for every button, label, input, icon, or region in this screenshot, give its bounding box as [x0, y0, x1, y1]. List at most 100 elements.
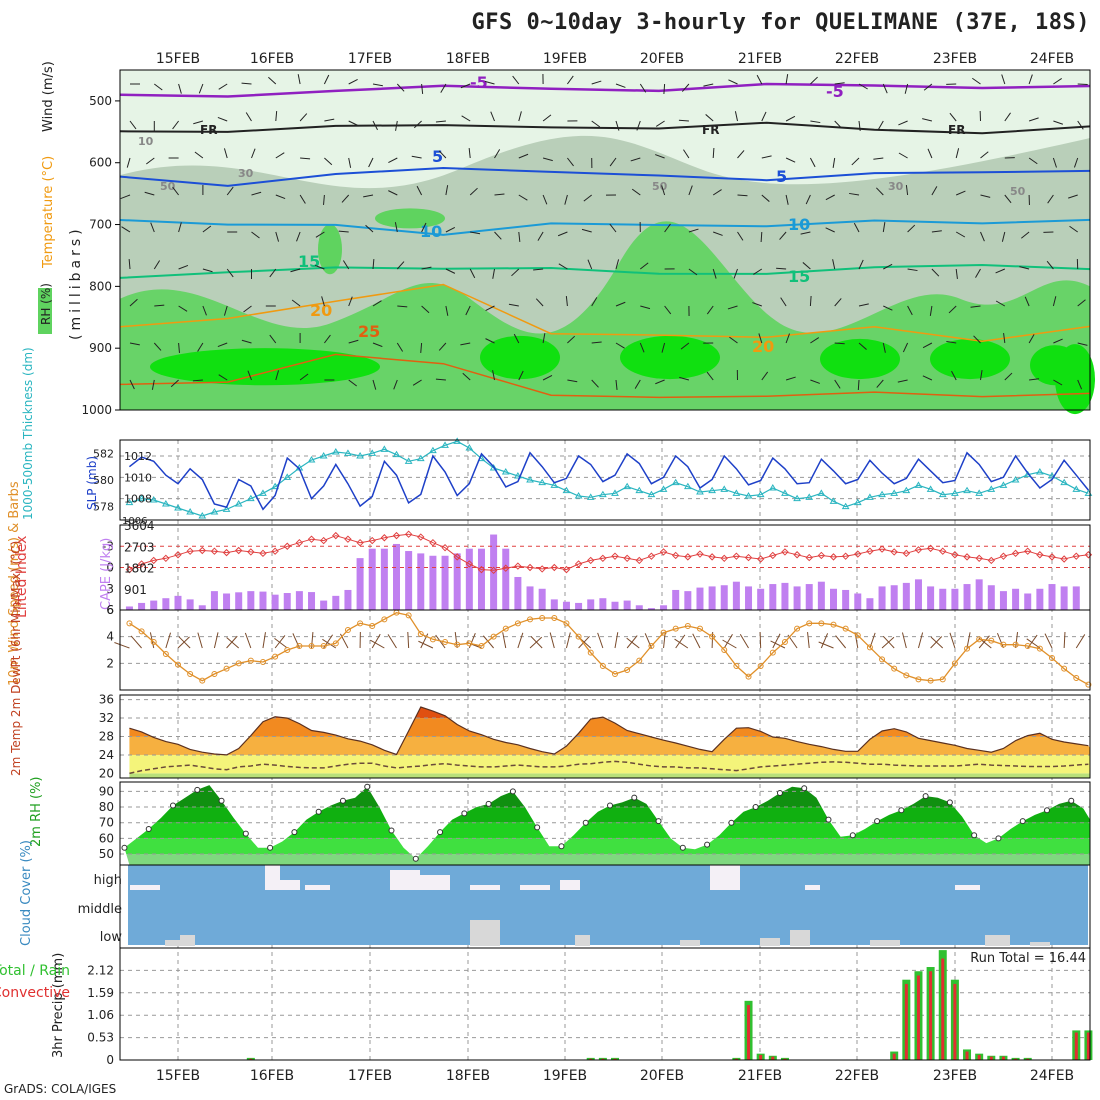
wind-barb [712, 268, 717, 279]
wind10-marker [866, 644, 873, 651]
wind10-line [129, 612, 1089, 686]
cloud-axis-label: Cloud Cover (%) [19, 840, 34, 946]
li-marker [671, 551, 680, 560]
wind10-marker [964, 645, 971, 652]
wind10-marker [235, 660, 242, 667]
li-marker [902, 549, 911, 558]
wind10-marker [344, 627, 351, 633]
temperature-axis-label: Temperature (°C) [41, 156, 56, 269]
thickness-marker [344, 449, 352, 456]
wind-barb [931, 186, 938, 196]
cape-bar [672, 589, 680, 610]
thickness-marker [659, 485, 668, 492]
li-marker [611, 552, 619, 560]
wind-barb [153, 260, 161, 270]
wind10-marker [502, 625, 509, 632]
wind-barb [758, 333, 763, 344]
wind-barb [445, 227, 456, 233]
li-marker [708, 553, 716, 561]
precip-convective-bar [929, 971, 933, 1060]
wind-barb [511, 268, 520, 277]
li-marker [951, 551, 959, 559]
thickness-marker [720, 485, 729, 492]
cape-bar [757, 588, 765, 610]
wind-barb [542, 194, 548, 205]
wind10-marker [599, 663, 606, 669]
cape-bar [587, 599, 595, 610]
wind-barb [1053, 338, 1063, 344]
thickness-marker [647, 490, 656, 498]
wind10-marker [490, 633, 497, 640]
rh-marker [412, 855, 419, 862]
wind-barb [197, 342, 204, 352]
wind-barb [655, 154, 665, 159]
date-label-top: 17FEB [348, 51, 392, 67]
cape-bar [599, 598, 607, 610]
li-marker [817, 551, 826, 560]
wind10-marker [332, 640, 339, 647]
rh-marker [679, 844, 686, 851]
cape-bar [927, 586, 935, 610]
wind10-marker [915, 676, 922, 683]
cloud-high [955, 885, 980, 890]
wind-barb [1021, 231, 1030, 239]
temp-tick: 32 [99, 711, 114, 725]
thickness-marker [805, 493, 814, 500]
thickness-marker [768, 484, 777, 491]
wind-barb [706, 305, 714, 315]
thickness-marker [598, 490, 607, 498]
wind-barb [661, 185, 666, 196]
precip-convective-bar [249, 1058, 253, 1060]
li-marker [453, 553, 461, 561]
wind-barb [688, 228, 699, 233]
wind10-barb [322, 638, 337, 649]
cape-bar [502, 548, 510, 610]
cape-bar [562, 601, 570, 610]
date-label-top: 21FEB [738, 51, 782, 67]
wind-barb [737, 231, 744, 241]
li-marker [150, 556, 158, 565]
wind-barb [733, 268, 738, 279]
li-marker [878, 545, 886, 553]
wind-barb [518, 370, 524, 381]
cape-bar [890, 585, 898, 610]
wind-barb [372, 300, 382, 307]
wind10-barb [722, 639, 737, 649]
temp-frame [119, 694, 1091, 779]
wind10-marker [1073, 675, 1080, 681]
cape-bar [198, 605, 206, 610]
wind-barb [679, 376, 690, 381]
li-marker [332, 531, 340, 540]
cloud-level-label: high [94, 873, 122, 888]
wind-barb [269, 334, 277, 344]
wind10-axis-label: 10m Wind Speed (m/s) & Barbs [7, 481, 22, 686]
wind-barb [615, 120, 620, 131]
li-marker [441, 543, 449, 552]
wind-barb [851, 157, 860, 166]
li-marker [599, 554, 607, 562]
wind-barb [661, 342, 666, 353]
wind10-marker [745, 673, 752, 680]
cape-bar [210, 591, 218, 610]
cape-bar [708, 586, 716, 610]
precip-convective-bar [747, 1005, 751, 1060]
wind10-marker [879, 656, 886, 663]
rh-marker [437, 829, 444, 836]
wind-barb [535, 298, 544, 307]
wind10-marker [478, 643, 485, 649]
wind-barb [905, 185, 909, 196]
pressure-label: 900 [89, 341, 112, 355]
wind10-marker [1061, 665, 1068, 672]
rh-marker [898, 807, 905, 814]
cape-bar [125, 606, 133, 610]
wind10-marker [162, 651, 169, 657]
wind-barb [275, 370, 280, 381]
cloud-low [760, 938, 780, 946]
wind10-barb [949, 632, 956, 649]
cape-bar [174, 595, 182, 610]
wind-barb [980, 370, 983, 381]
wind-barb [411, 155, 422, 159]
wind-barb [421, 266, 432, 270]
precip-convective-bar [783, 1058, 787, 1060]
thickness-marker [441, 441, 449, 448]
